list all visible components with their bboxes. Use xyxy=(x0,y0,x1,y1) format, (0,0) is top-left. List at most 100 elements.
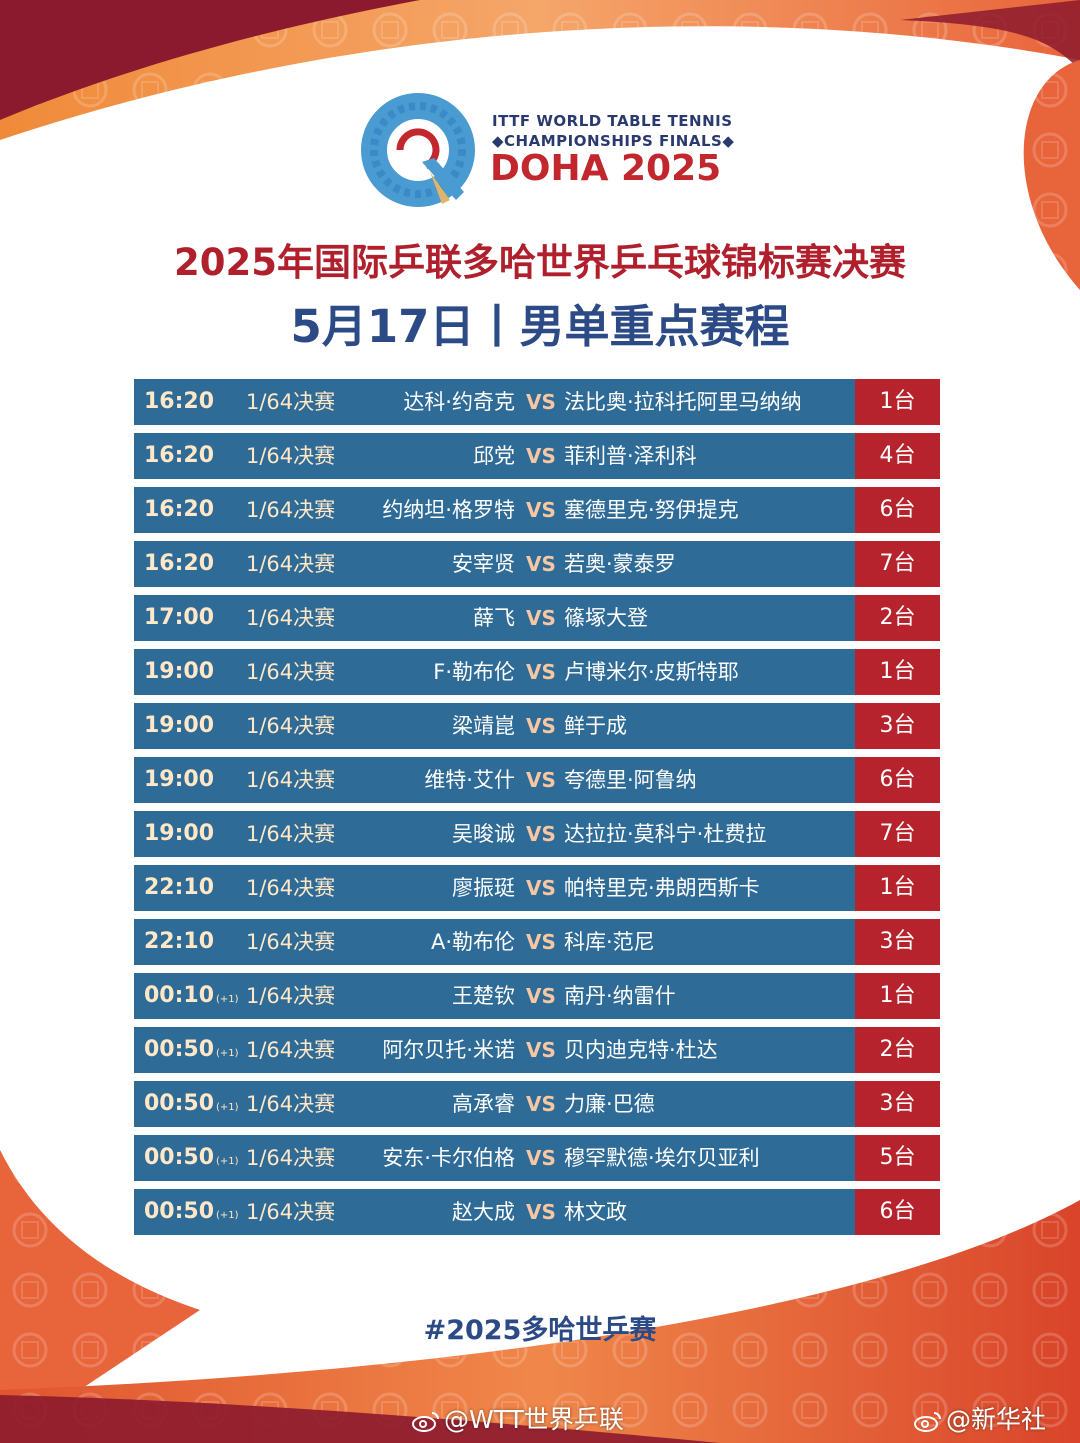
match-row: 00:50 (+1) 1/64决赛 高承睿 VS 力廉·巴德 3台 xyxy=(134,1081,940,1127)
vs-label: VS xyxy=(526,768,556,792)
table-number: 3台 xyxy=(855,1081,940,1127)
vs-label: VS xyxy=(526,660,556,684)
time-value: 19:00 xyxy=(144,659,215,684)
watermark-wtt: @WTT世界乒联 xyxy=(412,1400,624,1436)
match-info: 00:50 (+1) 1/64决赛 阿尔贝托·米诺 VS 贝内迪克特·杜达 xyxy=(134,1027,855,1073)
match-info: 00:50 (+1) 1/64决赛 安东·卡尔伯格 VS 穆罕默德·埃尔贝亚利 xyxy=(134,1135,855,1181)
logo-line-2: ◆CHAMPIONSHIPS FINALS◆ xyxy=(492,132,735,150)
time-value: 16:20 xyxy=(144,497,215,522)
next-day-marker: (+1) xyxy=(216,994,239,1005)
table-number: 2台 xyxy=(855,1027,940,1073)
match-row: 00:50 (+1) 1/64决赛 阿尔贝托·米诺 VS 贝内迪克特·杜达 2台 xyxy=(134,1027,940,1073)
match-info: 22:10 1/64决赛 廖振珽 VS 帕特里克·弗朗西斯卡 xyxy=(134,865,855,911)
doha-q-emblem-icon xyxy=(361,93,475,207)
table-number: 2台 xyxy=(855,595,940,641)
table-number: 6台 xyxy=(855,487,940,533)
time-value: 00:50 xyxy=(144,1091,215,1116)
time-value: 16:20 xyxy=(144,551,215,576)
match-time: 19:00 xyxy=(144,757,216,807)
match-row: 00:50 (+1) 1/64决赛 安东·卡尔伯格 VS 穆罕默德·埃尔贝亚利 5台 xyxy=(134,1135,940,1181)
match-round: 1/64决赛 xyxy=(246,660,336,684)
player-two: 篠塚大登 xyxy=(564,606,648,630)
vs-label: VS xyxy=(526,822,556,846)
vs-label: VS xyxy=(526,984,556,1008)
player-two: 帕特里克·弗朗西斯卡 xyxy=(564,876,760,900)
vs-label: VS xyxy=(526,876,556,900)
match-round: 1/64决赛 xyxy=(246,984,336,1008)
table-number: 7台 xyxy=(855,541,940,587)
match-row: 16:20 1/64决赛 邱党 VS 菲利普·泽利科 4台 xyxy=(134,433,940,479)
player-two: 夸德里·阿鲁纳 xyxy=(564,768,697,792)
table-number: 5台 xyxy=(855,1135,940,1181)
hashtag: #2025多哈世乒赛 xyxy=(423,1315,657,1346)
watermark-xinhua: @新华社 xyxy=(914,1400,1046,1436)
player-one: 阿尔贝托·米诺 xyxy=(382,1038,515,1062)
match-round: 1/64决赛 xyxy=(246,1146,336,1170)
player-two: 若奥·蒙泰罗 xyxy=(564,552,676,576)
vs-label: VS xyxy=(526,390,556,414)
vs-label: VS xyxy=(526,1200,556,1224)
time-value: 22:10 xyxy=(144,875,215,900)
player-one: 安东·卡尔伯格 xyxy=(382,1146,515,1170)
player-one: 高承睿 xyxy=(452,1092,515,1116)
player-two: 法比奥·拉科托阿里马纳纳 xyxy=(564,390,802,414)
match-schedule: 16:20 1/64决赛 达科·约奇克 VS 法比奥·拉科托阿里马纳纳 1台 16:20 1/… xyxy=(134,379,940,1243)
table-number: 3台 xyxy=(855,703,940,749)
match-round: 1/64决赛 xyxy=(246,390,336,414)
time-value: 16:20 xyxy=(144,389,215,414)
match-time: 00:10 (+1) xyxy=(144,973,239,1023)
vs-label: VS xyxy=(526,552,556,576)
player-two: 力廉·巴德 xyxy=(564,1092,655,1116)
time-value: 00:50 xyxy=(144,1199,215,1224)
table-number: 7台 xyxy=(855,811,940,857)
match-row: 00:50 (+1) 1/64决赛 赵大成 VS 林文政 6台 xyxy=(134,1189,940,1235)
match-time: 22:10 xyxy=(144,919,216,969)
time-value: 19:00 xyxy=(144,713,215,738)
match-info: 19:00 1/64决赛 梁靖崑 VS 鲜于成 xyxy=(134,703,855,749)
player-one: 约纳坦·格罗特 xyxy=(382,498,515,522)
logo-line-3: DOHA 2025 xyxy=(490,148,722,189)
match-info: 17:00 1/64决赛 薛飞 VS 篠塚大登 xyxy=(134,595,855,641)
time-value: 17:00 xyxy=(144,605,215,630)
vs-label: VS xyxy=(526,498,556,522)
match-round: 1/64决赛 xyxy=(246,444,336,468)
player-two: 南丹·纳雷什 xyxy=(564,984,676,1008)
match-row: 19:00 1/64决赛 梁靖崑 VS 鲜于成 3台 xyxy=(134,703,940,749)
match-info: 19:00 1/64决赛 F·勒布伦 VS 卢博米尔·皮斯特耶 xyxy=(134,649,855,695)
time-value: 19:00 xyxy=(144,767,215,792)
match-row: 16:20 1/64决赛 约纳坦·格罗特 VS 塞德里克·努伊提克 6台 xyxy=(134,487,940,533)
player-two: 菲利普·泽利科 xyxy=(564,444,697,468)
player-two: 卢博米尔·皮斯特耶 xyxy=(564,660,739,684)
player-one: A·勒布伦 xyxy=(430,930,515,954)
match-info: 16:20 1/64决赛 邱党 VS 菲利普·泽利科 xyxy=(134,433,855,479)
table-number: 6台 xyxy=(855,757,940,803)
match-info: 16:20 1/64决赛 约纳坦·格罗特 VS 塞德里克·努伊提克 xyxy=(134,487,855,533)
match-time: 19:00 xyxy=(144,703,216,753)
player-one: 廖振珽 xyxy=(452,876,515,900)
match-time: 16:20 xyxy=(144,379,216,429)
player-one: 吴晙诚 xyxy=(452,822,515,846)
match-round: 1/64决赛 xyxy=(246,1038,336,1062)
match-info: 00:50 (+1) 1/64决赛 高承睿 VS 力廉·巴德 xyxy=(134,1081,855,1127)
match-round: 1/64决赛 xyxy=(246,822,336,846)
match-info: 19:00 1/64决赛 维特·艾什 VS 夸德里·阿鲁纳 xyxy=(134,757,855,803)
time-value: 00:10 xyxy=(144,983,215,1008)
player-one: 赵大成 xyxy=(452,1200,515,1224)
next-day-marker: (+1) xyxy=(216,1210,239,1221)
match-row: 16:20 1/64决赛 达科·约奇克 VS 法比奥·拉科托阿里马纳纳 1台 xyxy=(134,379,940,425)
weibo-icon xyxy=(914,1412,941,1432)
table-number: 3台 xyxy=(855,919,940,965)
match-round: 1/64决赛 xyxy=(246,1200,336,1224)
match-row: 19:00 1/64决赛 F·勒布伦 VS 卢博米尔·皮斯特耶 1台 xyxy=(134,649,940,695)
player-one: 邱党 xyxy=(473,444,515,468)
match-round: 1/64决赛 xyxy=(246,606,336,630)
match-row: 22:10 1/64决赛 A·勒布伦 VS 科库·范尼 3台 xyxy=(134,919,940,965)
match-time: 16:20 xyxy=(144,433,216,483)
player-one: 王楚钦 xyxy=(452,984,515,1008)
player-two: 鲜于成 xyxy=(564,714,627,738)
time-value: 16:20 xyxy=(144,443,215,468)
match-time: 22:10 xyxy=(144,865,216,915)
vs-label: VS xyxy=(526,1038,556,1062)
table-number: 1台 xyxy=(855,973,940,1019)
